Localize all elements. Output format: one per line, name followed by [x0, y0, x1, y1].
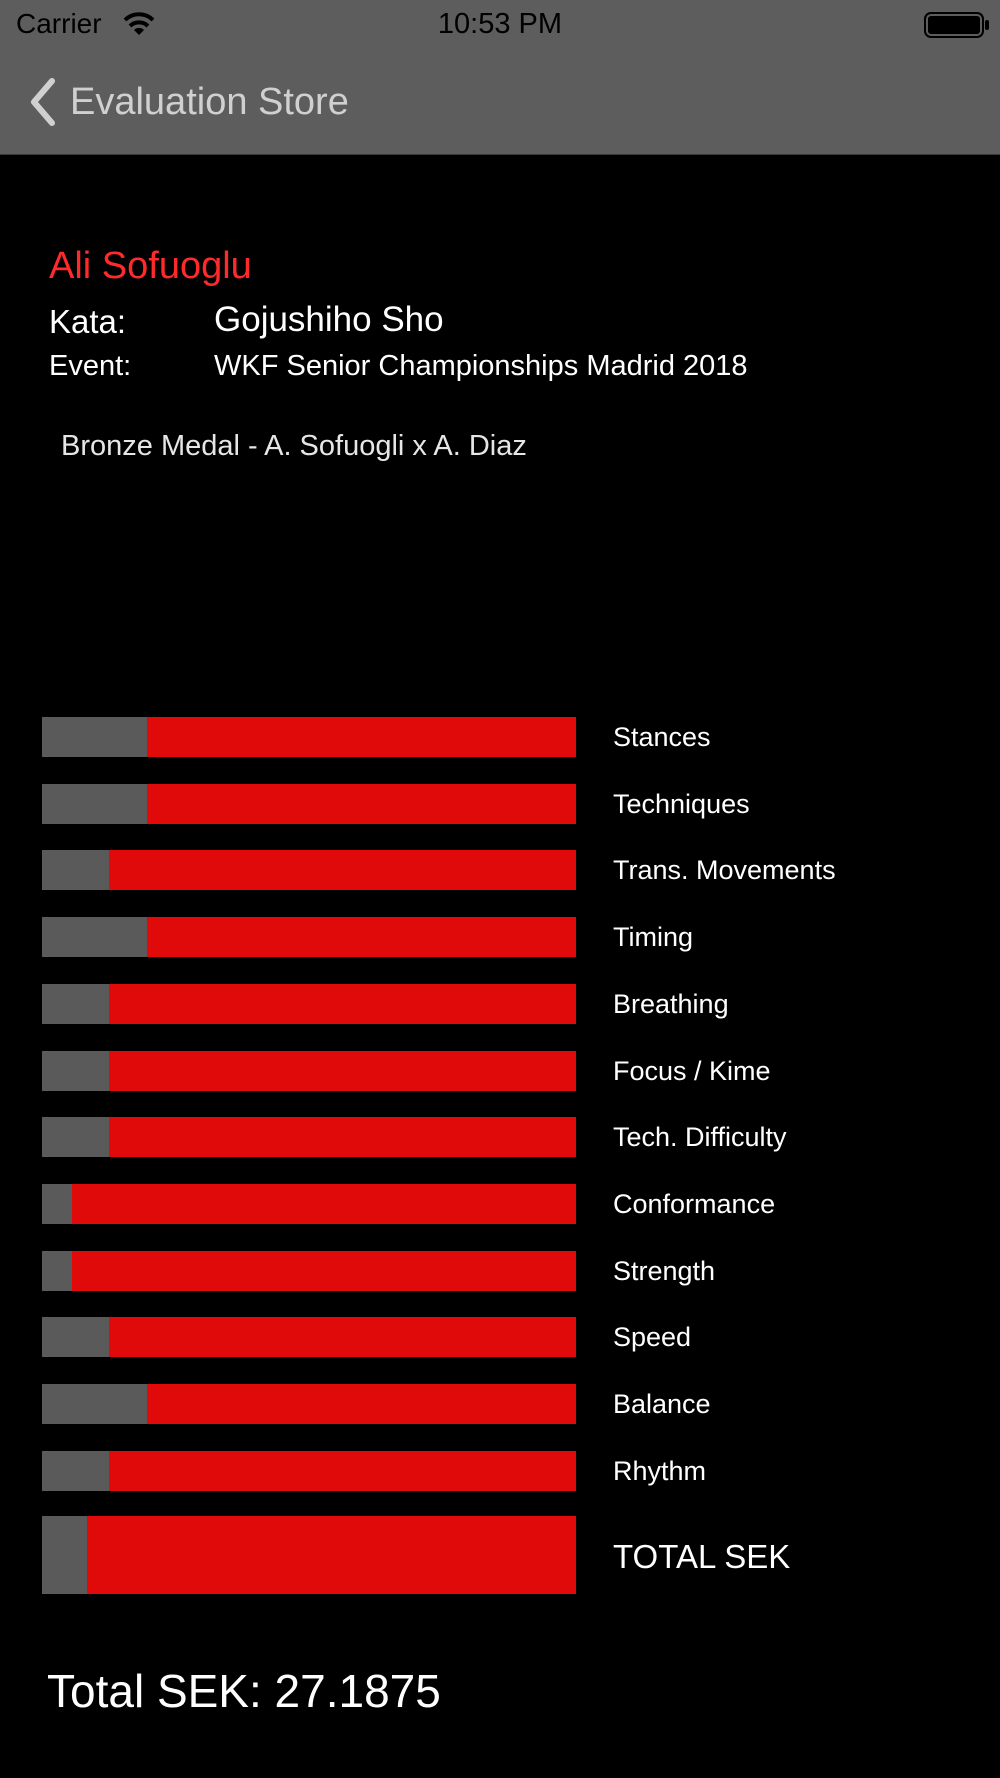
score-label: Techniques — [613, 789, 750, 819]
score-label: Focus / Kime — [613, 1056, 771, 1086]
score-bar — [42, 717, 576, 757]
score-bar — [42, 1251, 576, 1291]
score-label: Conformance — [613, 1189, 776, 1219]
score-label: Timing — [613, 922, 694, 952]
score-bar-deduction — [42, 1251, 72, 1291]
kata-label: Kata: — [49, 303, 127, 340]
score-bar — [42, 1184, 576, 1224]
athlete-name: Ali Sofuoglu — [49, 245, 252, 287]
score-bar — [42, 1051, 576, 1091]
score-label: Breathing — [613, 989, 729, 1019]
score-label: Stances — [613, 722, 711, 752]
score-bar — [42, 984, 576, 1024]
score-bar-deduction — [42, 1451, 109, 1491]
score-bar — [42, 784, 576, 824]
score-bar-deduction — [42, 1117, 109, 1157]
score-bar-deduction — [42, 1317, 109, 1357]
score-label: Tech. Difficulty — [613, 1122, 787, 1152]
evaluation-note: Bronze Medal - A. Sofuogli x A. Diaz — [61, 430, 527, 462]
chevron-left-icon — [31, 78, 55, 126]
total-sek-bar-deduction — [42, 1516, 87, 1594]
score-label: Trans. Movements — [613, 855, 836, 885]
score-label: Balance — [613, 1389, 711, 1419]
navigation-bar: Evaluation Store — [0, 50, 1000, 155]
score-bar — [42, 917, 576, 957]
score-bar-deduction — [42, 1184, 72, 1224]
back-button[interactable]: Evaluation Store — [28, 70, 349, 134]
carrier-label: Carrier — [16, 8, 102, 39]
event-label: Event: — [49, 350, 132, 382]
score-bar-deduction — [42, 984, 109, 1024]
score-bar — [42, 1384, 576, 1424]
score-bar-deduction — [42, 717, 147, 757]
score-bar — [42, 850, 576, 890]
score-bar — [42, 1317, 576, 1357]
status-time: 10:53 PM — [437, 8, 563, 40]
back-button-label: Evaluation Store — [70, 80, 349, 123]
score-bar — [42, 1451, 576, 1491]
event-value: WKF Senior Championships Madrid 2018 — [214, 350, 748, 382]
kata-value: Gojushiho Sho — [214, 300, 444, 339]
total-sek-label: TOTAL SEK — [613, 1538, 791, 1575]
score-label: Rhythm — [613, 1456, 707, 1486]
total-sek-bar — [42, 1516, 576, 1594]
score-bar-deduction — [42, 1384, 147, 1424]
score-label: Speed — [613, 1322, 692, 1352]
score-bar-deduction — [42, 850, 109, 890]
score-bar-deduction — [42, 1051, 109, 1091]
score-bar-deduction — [42, 917, 147, 957]
wifi-icon — [123, 12, 155, 35]
score-label: Strength — [613, 1256, 716, 1286]
score-bar — [42, 1117, 576, 1157]
score-bar-deduction — [42, 784, 147, 824]
status-bar: Carrier 10:53 PM — [0, 0, 1000, 50]
total-sek-summary: Total SEK: 27.1875 — [47, 1665, 441, 1717]
battery-icon — [924, 12, 989, 38]
